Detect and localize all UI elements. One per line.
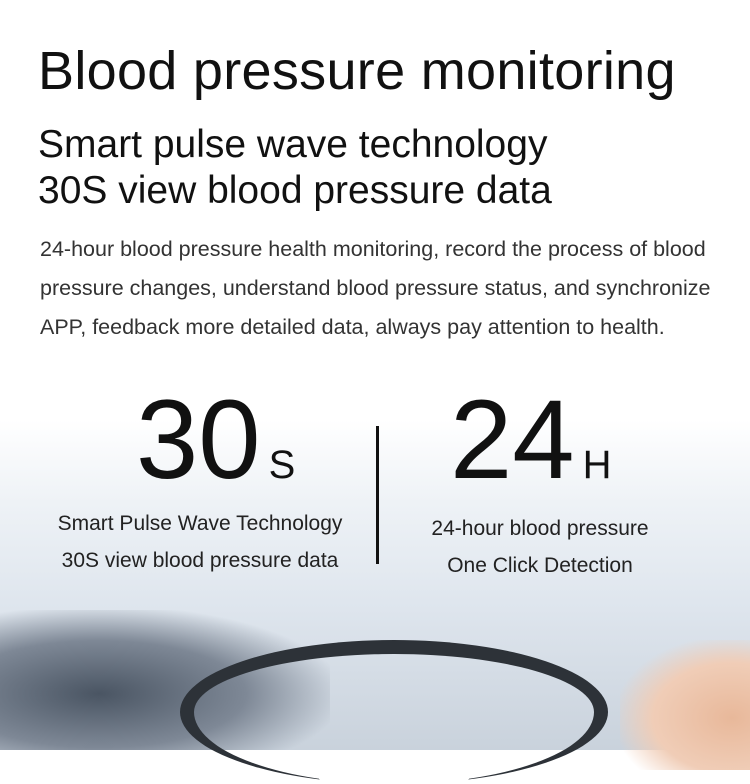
hand-image <box>620 640 750 770</box>
description: 24-hour blood pressure health monitoring… <box>40 237 711 339</box>
stat-value: 30 <box>136 377 261 502</box>
caption-line: 24-hour blood pressure <box>431 517 649 540</box>
stat-caption: 24-hour blood pressure One Click Detectio… <box>400 510 680 584</box>
divider <box>376 426 379 564</box>
stat-unit: S <box>268 443 296 487</box>
stat-value: 24 <box>450 377 575 502</box>
caption-line: One Click Detection <box>447 554 633 577</box>
stethoscope-tube-image <box>180 640 608 784</box>
subtitle-line: Smart pulse wave technology <box>38 123 548 166</box>
page-title: Blood pressure monitoring <box>38 41 676 101</box>
caption-line: Smart Pulse Wave Technology <box>57 512 343 535</box>
caption-line: 30S view blood pressure data <box>61 549 339 572</box>
stat-24h: 24 H <box>450 380 611 525</box>
subtitle-line: 30S view blood pressure data <box>38 169 552 212</box>
stat-caption: Smart Pulse Wave Technology 30S view bloo… <box>30 505 370 579</box>
stat-30s: 30 S <box>136 380 295 525</box>
stat-unit: H <box>582 443 612 487</box>
subtitle: Smart pulse wave technology 30S view bloo… <box>38 122 552 214</box>
